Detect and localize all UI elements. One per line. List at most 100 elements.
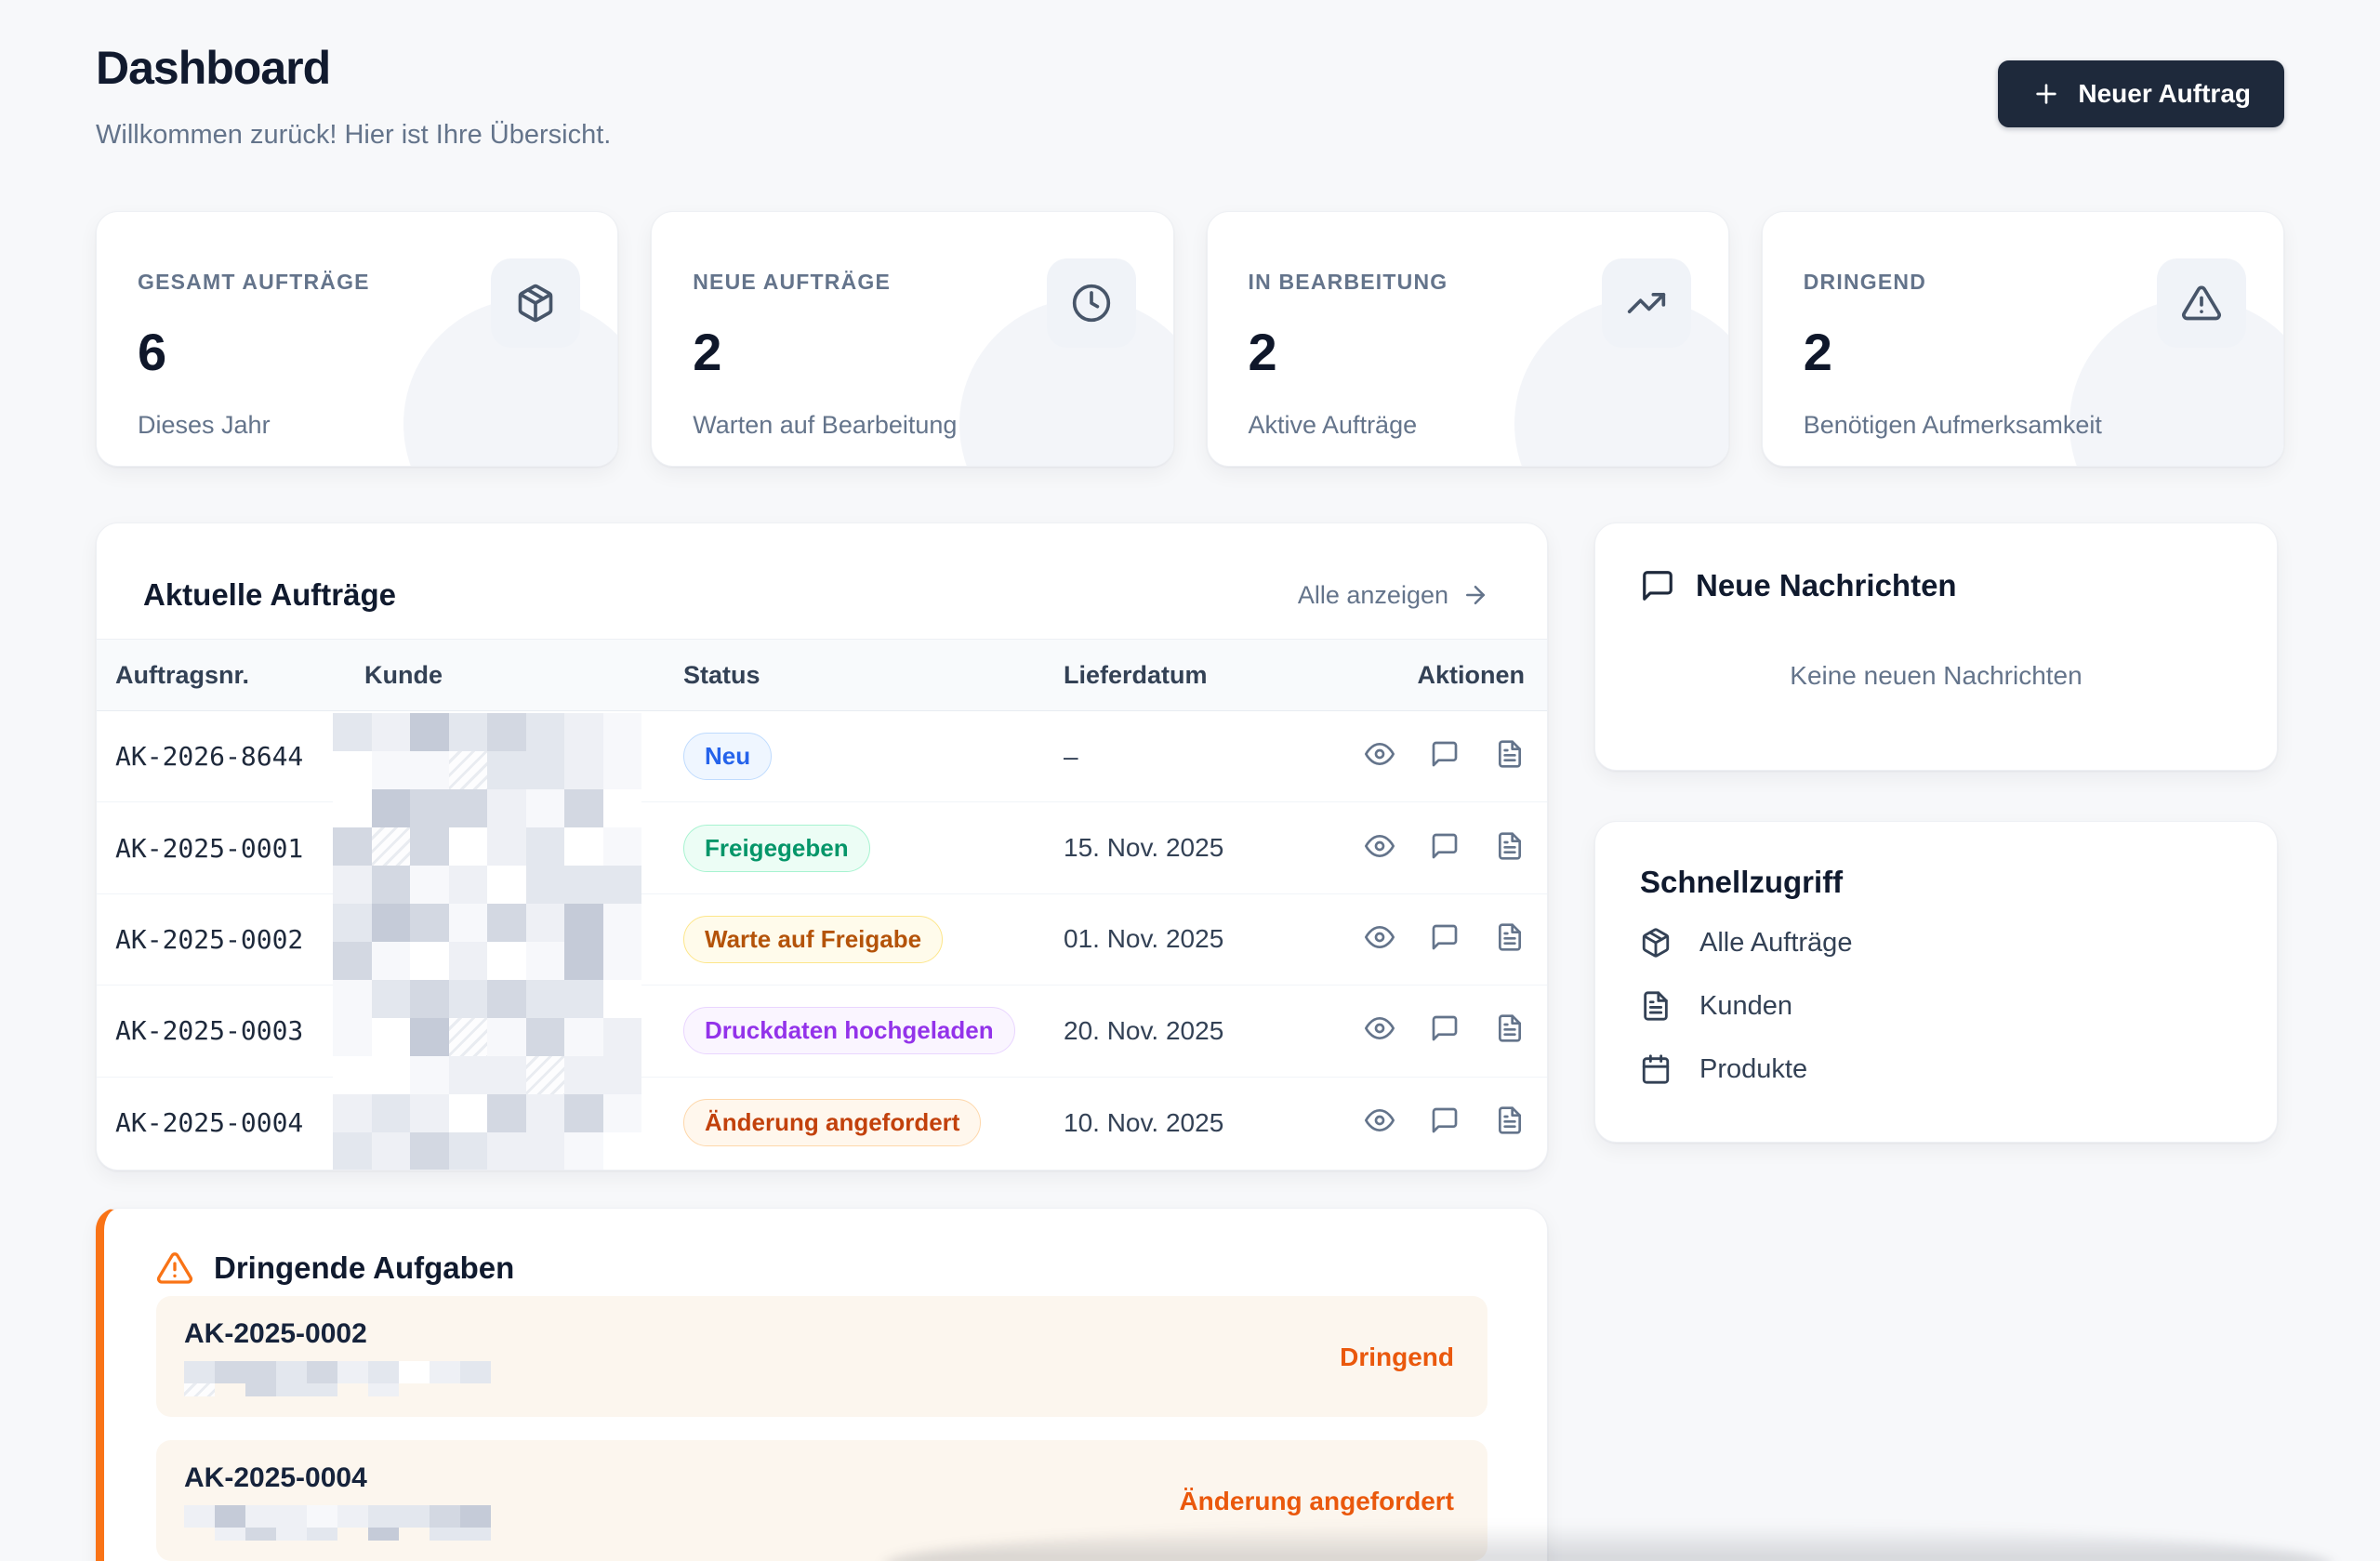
message-square-icon (1640, 568, 1675, 603)
stat-icon-chip (2157, 258, 2246, 348)
stat-value: 2 (1803, 323, 1832, 381)
clock-icon (1071, 283, 1112, 324)
stat-value: 2 (1248, 323, 1277, 381)
stat-card: DRINGEND 2 Benötigen Aufmerksamkeit (1761, 211, 2284, 467)
urgent-task-list: AK-2025-0002 Dringend AK-2025-0004 Änder… (156, 1296, 1488, 1561)
actions-cell (1352, 831, 1547, 866)
order-row[interactable]: AK-2025-0002 Warte auf Freigabe 01. Nov.… (97, 894, 1547, 986)
order-row[interactable]: AK-2025-0003 Druckdaten hochgeladen 20. … (97, 986, 1547, 1078)
order-row[interactable]: AK-2026-8644 Neu – (97, 711, 1547, 803)
eye-icon[interactable] (1365, 739, 1395, 769)
delivery-date-cell: 01. Nov. 2025 (1064, 924, 1224, 954)
recent-orders-header: Aktuelle Aufträge Alle anzeigen (97, 577, 1547, 613)
urgent-tasks-header: Dringende Aufgaben (156, 1250, 1488, 1287)
calendar-icon (1640, 1053, 1672, 1085)
redacted-task-detail (184, 1361, 491, 1396)
status-badge: Freigegeben (683, 824, 870, 872)
quick-access-title: Schnellzugriff (1640, 865, 1844, 899)
urgent-task[interactable]: AK-2025-0004 Änderung angefordert (156, 1440, 1488, 1561)
right-column: Neue Nachrichten Keine neuen Nachrichten… (1594, 523, 2278, 1143)
stat-subtext: Warten auf Bearbeitung (693, 411, 958, 439)
new-order-button-label: Neuer Auftrag (2078, 79, 2251, 108)
eye-icon[interactable] (1365, 922, 1395, 952)
order-row[interactable]: AK-2025-0001 Freigegeben 15. Nov. 2025 (97, 802, 1547, 894)
column-header: Lieferdatum (1064, 660, 1208, 689)
quick-link-label: Produkte (1699, 1053, 1808, 1084)
stat-card: IN BEARBEITUNG 2 Aktive Aufträge (1206, 211, 1729, 467)
file-text-icon[interactable] (1495, 1105, 1525, 1135)
file-text-icon[interactable] (1495, 831, 1525, 861)
message-square-icon[interactable] (1430, 831, 1460, 861)
eye-icon[interactable] (1365, 1105, 1395, 1135)
delivery-date-cell: 20. Nov. 2025 (1064, 1015, 1224, 1045)
quick-link[interactable]: Produkte (1640, 1051, 2232, 1088)
status-cell: Warte auf Freigabe (668, 915, 1045, 963)
status-badge: Änderung angefordert (683, 1099, 982, 1147)
quick-link[interactable]: Alle Aufträge (1640, 924, 2232, 961)
redacted-customer-data (333, 713, 641, 1170)
status-cell: Freigegeben (668, 824, 1045, 872)
order-row[interactable]: AK-2025-0004 Änderung angefordert 10. No… (97, 1078, 1547, 1169)
view-all-link[interactable]: Alle anzeigen (1298, 581, 1489, 610)
alert-triangle-icon (2181, 283, 2222, 324)
alert-triangle-icon (156, 1250, 193, 1287)
urgent-task-label: Dringend (1340, 1343, 1454, 1371)
message-square-icon[interactable] (1430, 739, 1460, 769)
delivery-date-cell: 10. Nov. 2025 (1064, 1107, 1224, 1137)
status-cell: Druckdaten hochgeladen (668, 1007, 1045, 1055)
actions-cell (1352, 739, 1547, 774)
urgent-task[interactable]: AK-2025-0002 Dringend (156, 1296, 1488, 1417)
stat-subtext: Dieses Jahr (138, 411, 271, 439)
message-square-icon[interactable] (1430, 1105, 1460, 1135)
quick-link[interactable]: Kunden (1640, 987, 2232, 1025)
eye-icon[interactable] (1365, 831, 1395, 861)
view-all-label: Alle anzeigen (1297, 580, 1448, 609)
plus-icon (2031, 79, 2061, 109)
quick-link-label: Alle Aufträge (1699, 927, 1853, 958)
delivery-date-cell: – (1064, 741, 1078, 771)
page-title: Dashboard (96, 42, 331, 94)
quick-access-list: Alle Aufträge Kunden Produkte (1640, 924, 2232, 1088)
file-text-icon[interactable] (1495, 1013, 1525, 1043)
main-area: Aktuelle Aufträge Alle anzeigen Auftrags… (96, 523, 2284, 1171)
column-header: Kunde (364, 660, 443, 689)
status-badge: Warte auf Freigabe (683, 915, 944, 963)
status-badge: Neu (683, 733, 773, 781)
stat-label: GESAMT AUFTRÄGE (138, 270, 370, 294)
package-icon (1640, 927, 1672, 959)
delivery-date-cell: 15. Nov. 2025 (1064, 833, 1224, 863)
messages-card: Neue Nachrichten Keine neuen Nachrichten (1594, 523, 2278, 771)
package-icon (515, 283, 556, 324)
page-subtitle: Willkommen zurück! Hier ist Ihre Übersic… (96, 120, 612, 150)
file-text-icon[interactable] (1495, 739, 1525, 769)
column-header: Auftragsnr. (115, 660, 250, 689)
topbar: Dashboard Willkommen zurück! Hier ist Ih… (96, 41, 2284, 151)
orders-table-header-row: Auftragsnr. Kunde Status Lieferdatum Aktione… (97, 639, 1547, 711)
stat-label: NEUE AUFTRÄGE (693, 270, 892, 294)
stat-value: 6 (138, 323, 167, 381)
order-number-cell: AK-2025-0003 (115, 1015, 304, 1047)
stat-icon-chip (491, 258, 581, 348)
file-text-icon[interactable] (1495, 922, 1525, 952)
order-number-cell: AK-2025-0002 (115, 923, 304, 955)
stat-card: GESAMT AUFTRÄGE 6 Dieses Jahr (96, 211, 619, 467)
new-order-button[interactable]: Neuer Auftrag (1998, 60, 2284, 127)
message-square-icon[interactable] (1430, 922, 1460, 952)
urgent-tasks-title: Dringende Aufgaben (214, 1250, 515, 1285)
actions-cell (1352, 1013, 1547, 1048)
eye-icon[interactable] (1365, 1013, 1395, 1043)
redacted-task-detail (184, 1505, 491, 1541)
actions-cell (1352, 922, 1547, 957)
actions-cell (1352, 1105, 1547, 1140)
orders-table-body: AK-2026-8644 Neu – AK-2025-0001 Freigege… (97, 711, 1547, 1169)
message-square-icon[interactable] (1430, 1013, 1460, 1043)
recent-orders-title: Aktuelle Aufträge (143, 577, 396, 612)
stat-label: DRINGEND (1803, 270, 1927, 294)
stat-icon-chip (1601, 258, 1691, 348)
stat-icon-chip (1046, 258, 1136, 348)
stats-row: GESAMT AUFTRÄGE 6 Dieses Jahr NEUE AUFTR… (96, 211, 2284, 467)
status-badge: Druckdaten hochgeladen (683, 1007, 1015, 1055)
urgent-task-order-number: AK-2025-0004 (184, 1462, 367, 1493)
messages-empty-text: Keine neuen Nachrichten (1790, 661, 2082, 690)
